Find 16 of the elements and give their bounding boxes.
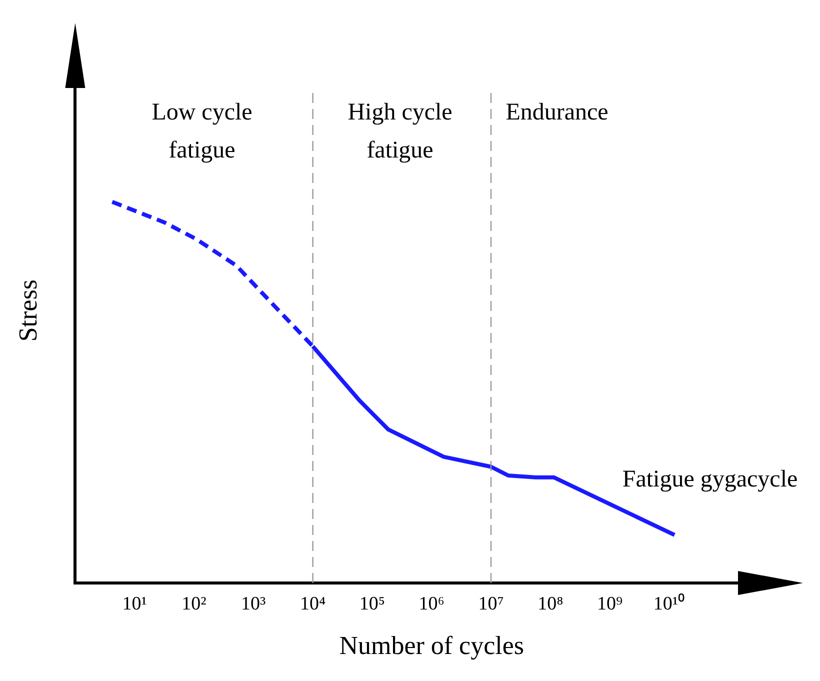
text: Endurance <box>506 99 608 126</box>
x-tick-label: 10² <box>182 593 207 614</box>
x-tick-label: 10⁵ <box>359 593 386 614</box>
x-axis-title: Number of cycles <box>339 631 524 660</box>
x-tick-label: 10¹⁰ <box>653 592 686 614</box>
annotation: Fatigue gygacycle <box>622 466 798 492</box>
y-axis-title: Stress <box>13 279 42 342</box>
x-tick-label: 10⁹ <box>596 593 623 614</box>
x-tick-label: 10⁸ <box>538 593 564 614</box>
text: Low cycle fatigue <box>152 99 252 164</box>
x-tick-label: 10⁷ <box>478 593 504 614</box>
x-tick-label: 10⁴ <box>300 593 326 614</box>
x-tick-label: 10¹ <box>122 593 148 614</box>
x-tick-label: 10³ <box>241 593 266 614</box>
text: High cycle fatigue <box>348 99 452 164</box>
x-tick-label: 10⁶ <box>418 593 444 614</box>
